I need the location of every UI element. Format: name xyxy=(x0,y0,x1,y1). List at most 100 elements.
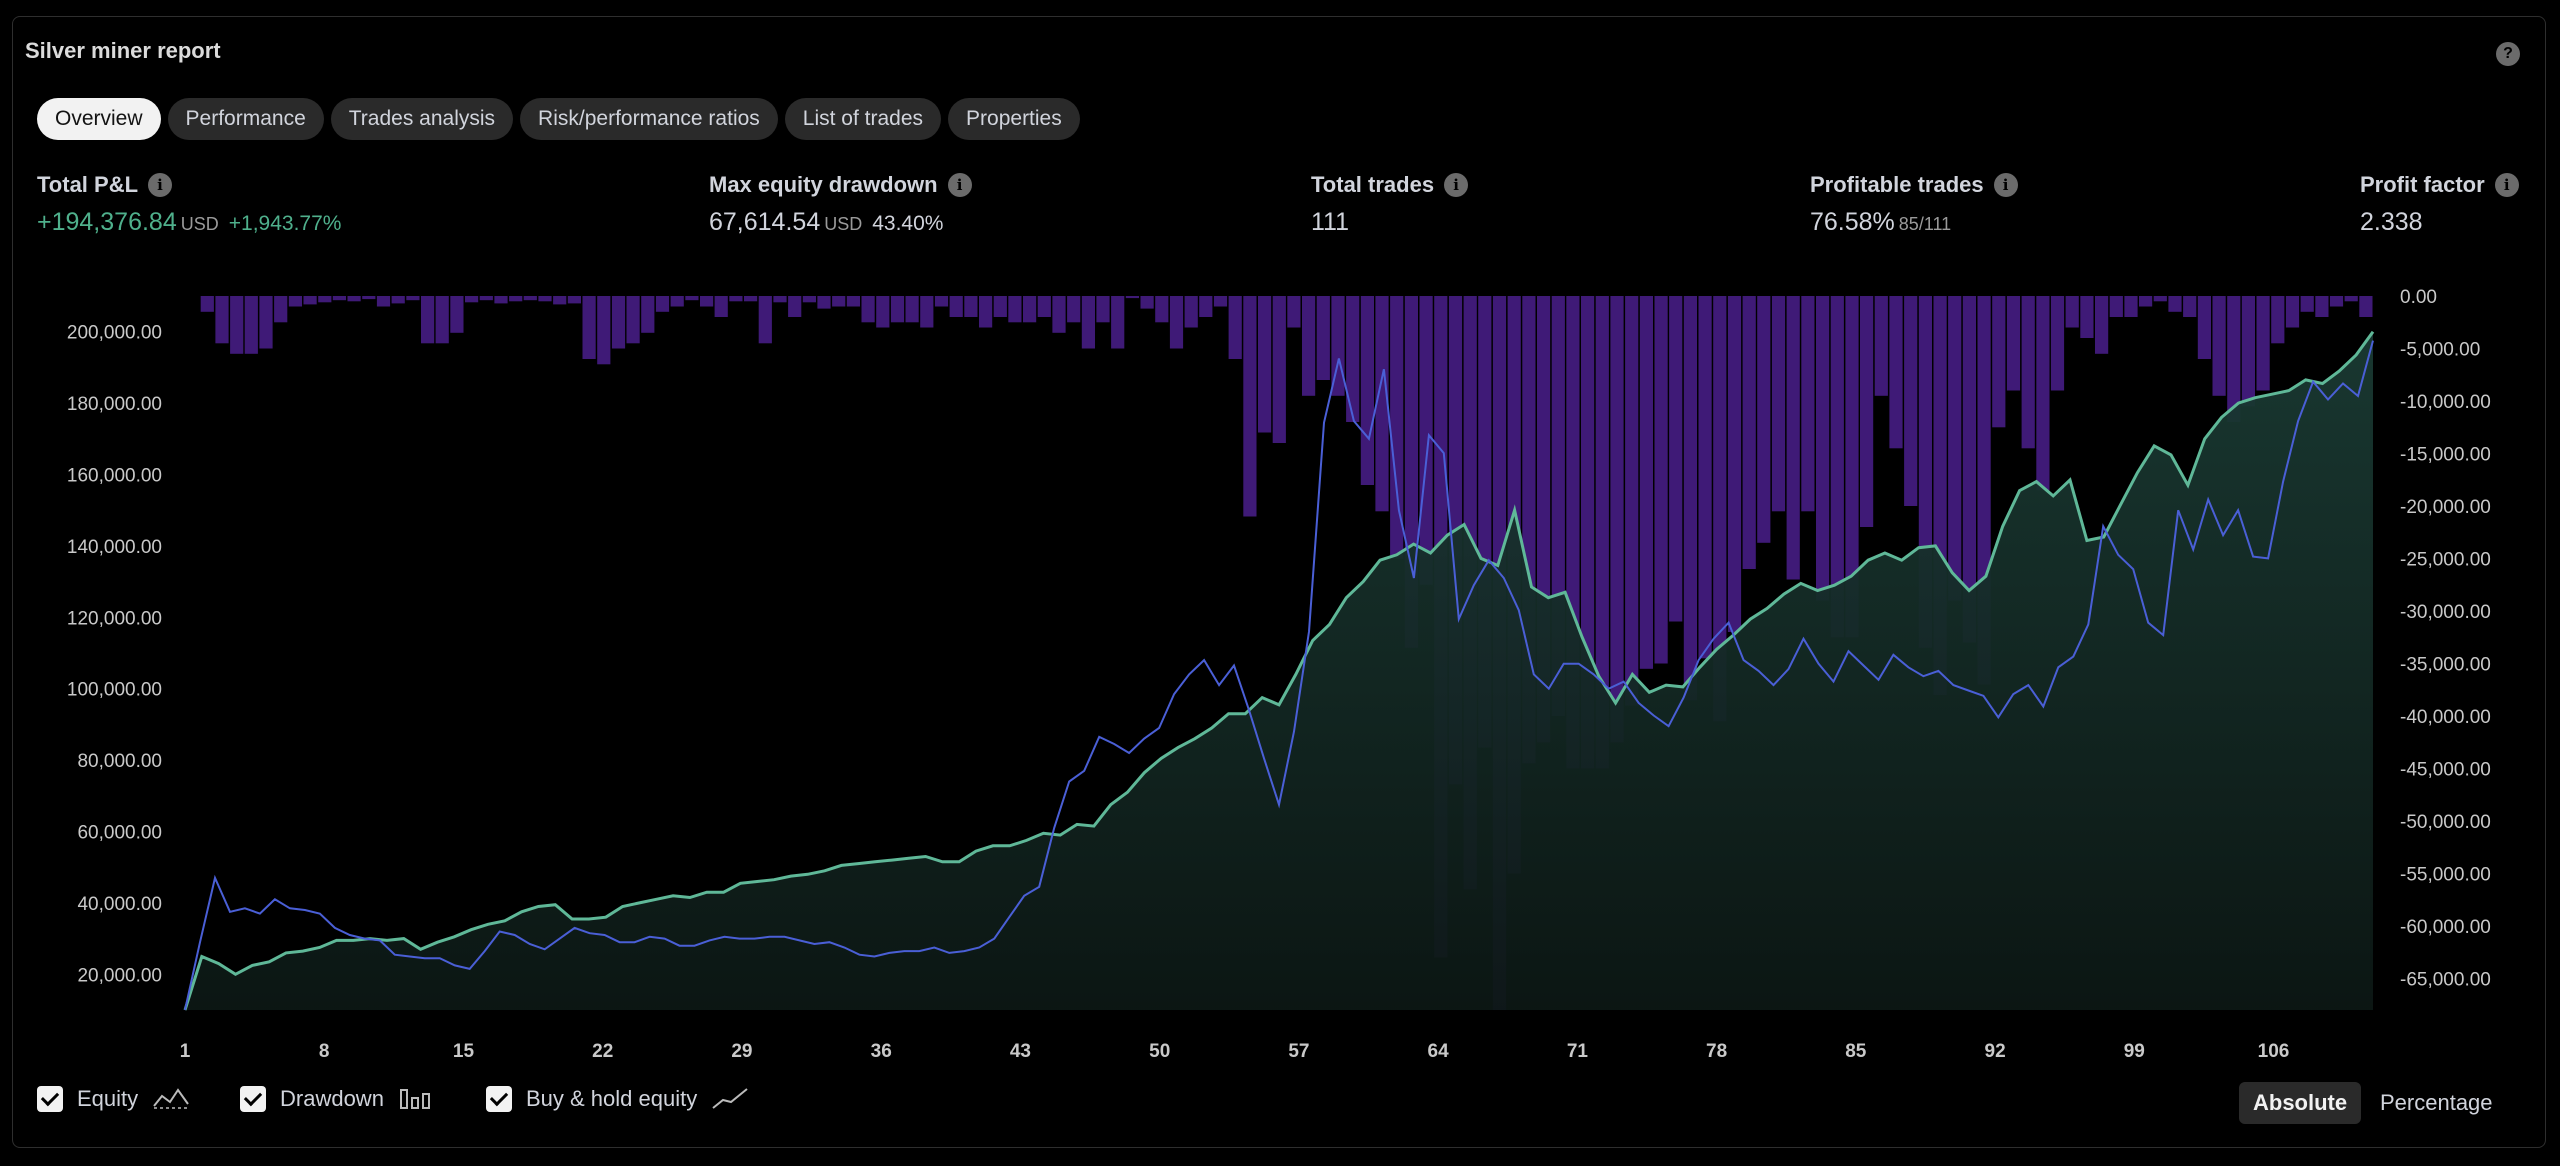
stat-unit: USD xyxy=(824,214,863,234)
drawdown-bar xyxy=(861,296,875,323)
tab-trades-analysis[interactable]: Trades analysis xyxy=(330,98,514,140)
stat-detail: 85/111 xyxy=(1898,214,1952,234)
drawdown-bar xyxy=(949,296,963,317)
info-icon[interactable]: i xyxy=(947,173,972,197)
tab-risk-performance-ratios[interactable]: Risk/performance ratios xyxy=(520,98,778,140)
drawdown-bar xyxy=(582,296,596,359)
drawdown-bar xyxy=(2256,296,2270,391)
y-tick-label-right: -50,000.00 xyxy=(2400,812,2491,833)
y-tick-label-right: -35,000.00 xyxy=(2400,655,2491,676)
drawdown-bar xyxy=(1213,296,1228,307)
drawdown-bar xyxy=(1169,296,1184,349)
stat-profitable-trades: Profitable trades i 76.58% 85/111 xyxy=(1810,170,2018,237)
drawdown-bar xyxy=(332,296,346,301)
drawdown-bar xyxy=(2183,296,2197,317)
y-tick-label-left: 20,000.00 xyxy=(77,965,162,986)
info-icon[interactable]: i xyxy=(148,173,173,197)
stat-profit-factor: Profit factor i 2.338 xyxy=(2360,170,2519,237)
drawdown-bar xyxy=(1243,296,1257,517)
drawdown-bar xyxy=(832,296,846,307)
drawdown-bar xyxy=(2241,296,2255,407)
info-icon[interactable]: i xyxy=(1444,173,1469,197)
y-tick-label-left: 180,000.00 xyxy=(67,394,162,415)
drawdown-bar xyxy=(509,296,523,302)
drawdown-bar xyxy=(1683,296,1697,701)
report-title: Silver miner report xyxy=(25,38,221,63)
drawdown-bar xyxy=(1771,296,1786,512)
drawdown-bar xyxy=(993,296,1007,317)
help-icon[interactable]: ? xyxy=(2496,42,2520,66)
drawdown-bar xyxy=(1302,296,1316,396)
x-tick-label: 43 xyxy=(1010,1041,1031,1062)
absolute-toggle[interactable]: Absolute xyxy=(2239,1082,2362,1124)
drawdown-bar xyxy=(846,296,860,307)
drawdown-bar xyxy=(2050,296,2065,391)
y-tick-label-right: -10,000.00 xyxy=(2400,392,2491,413)
tab-performance[interactable]: Performance xyxy=(167,98,324,140)
stat-percent: 43.40% xyxy=(872,212,944,235)
equity-checkbox[interactable] xyxy=(37,1086,63,1112)
drawdown-bar xyxy=(2359,296,2373,317)
drawdown-bar xyxy=(1287,296,1301,328)
y-tick-label-right: -40,000.00 xyxy=(2400,707,2491,728)
drawdown-bar xyxy=(979,296,993,328)
drawdown-bar xyxy=(1155,296,1169,323)
drawdown-bar xyxy=(1742,296,1756,569)
x-tick-label: 85 xyxy=(1845,1041,1867,1062)
drawdown-bar xyxy=(2271,296,2285,344)
legend-equity[interactable]: Equity xyxy=(37,1086,190,1112)
drawdown-bar xyxy=(890,296,905,323)
drawdown-bar xyxy=(376,296,391,307)
stat-value: 67,614.54 xyxy=(709,208,821,236)
drawdown-bar xyxy=(1272,296,1286,443)
drawdown-bar xyxy=(920,296,934,328)
legend-buy-hold[interactable]: Buy & hold equity xyxy=(486,1086,749,1112)
y-tick-label-left: 40,000.00 xyxy=(77,894,162,915)
drawdown-bar xyxy=(244,296,258,354)
drawdown-bar xyxy=(1111,296,1125,349)
drawdown-bar xyxy=(553,296,567,305)
info-icon[interactable]: i xyxy=(2494,173,2519,197)
drawdown-bar xyxy=(2080,296,2094,338)
drawdown-bar xyxy=(362,296,376,300)
equity-series xyxy=(183,330,2375,1011)
tab-overview[interactable]: Overview xyxy=(37,98,161,140)
drawdown-bar xyxy=(905,296,919,323)
legend-drawdown[interactable]: Drawdown xyxy=(240,1086,432,1112)
buy-hold-checkbox[interactable] xyxy=(486,1086,512,1112)
drawdown-bar xyxy=(714,296,728,317)
drawdown-checkbox[interactable] xyxy=(240,1086,266,1112)
drawdown-bar xyxy=(626,296,640,344)
y-tick-label-left: 60,000.00 xyxy=(77,823,162,844)
y-tick-label-right: 0.00 xyxy=(2400,287,2437,308)
drawdown-bar xyxy=(2006,296,2021,391)
equity-chart[interactable]: 200,000.00180,000.00160,000.00140,000.00… xyxy=(0,0,2560,1080)
percentage-toggle[interactable]: Percentage xyxy=(2380,1090,2493,1115)
y-tick-label-right: -30,000.00 xyxy=(2400,602,2491,623)
drawdown-bar xyxy=(435,296,449,344)
drawdown-bar xyxy=(1125,296,1139,299)
tab-properties[interactable]: Properties xyxy=(948,98,1080,140)
drawdown-bar xyxy=(1727,296,1742,632)
drawdown-bar xyxy=(2329,296,2344,307)
drawdown-bar xyxy=(758,296,772,344)
drawdown-bar xyxy=(2153,296,2167,302)
drawdown-bar xyxy=(1052,296,1066,333)
x-tick-label: 29 xyxy=(731,1041,752,1062)
y-tick-label-left: 140,000.00 xyxy=(67,537,162,558)
stat-unit: USD xyxy=(180,214,219,234)
drawdown-bar xyxy=(1140,296,1154,309)
drawdown-bar xyxy=(1037,296,1051,317)
drawdown-bar xyxy=(1316,296,1330,380)
drawdown-bar xyxy=(2139,296,2153,307)
drawdown-bar xyxy=(1757,296,1771,543)
drawdown-bar xyxy=(700,296,714,307)
drawdown-bar xyxy=(1889,296,1903,449)
drawdown-bar xyxy=(964,296,978,317)
tab-list-of-trades[interactable]: List of trades xyxy=(784,98,942,140)
drawdown-bar xyxy=(1067,296,1081,323)
info-icon[interactable]: i xyxy=(1993,173,2018,197)
buyhold-line-icon xyxy=(712,1088,748,1109)
drawdown-bar xyxy=(1625,296,1639,706)
drawdown-bar xyxy=(200,296,214,312)
